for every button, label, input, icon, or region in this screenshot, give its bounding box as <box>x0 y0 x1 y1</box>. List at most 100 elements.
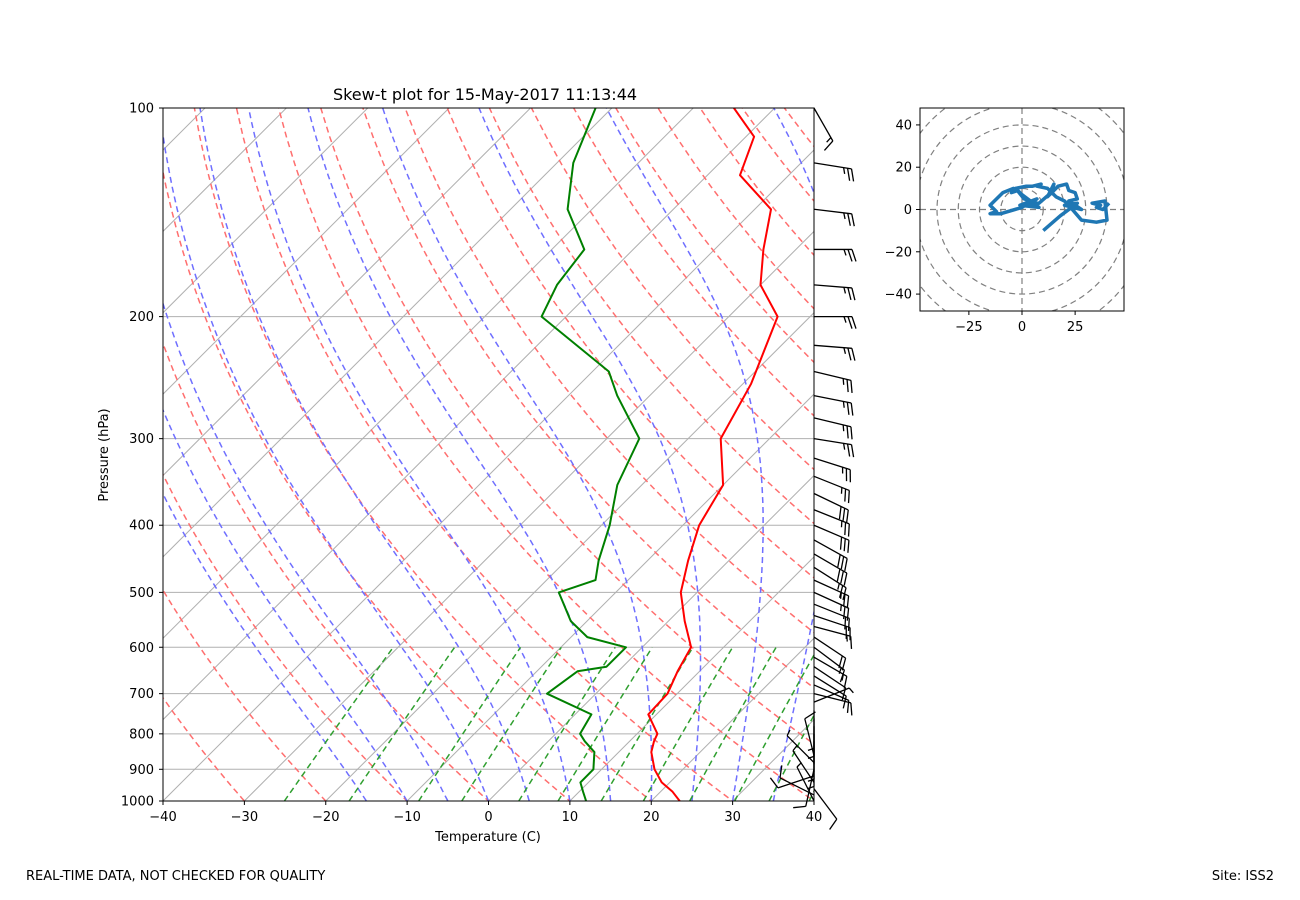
moist-adiabat <box>199 108 530 801</box>
wind-barb-flag <box>847 347 852 361</box>
wind-barb-flag <box>851 213 855 227</box>
wind-barb-flag <box>842 695 847 709</box>
moist-adiabat <box>813 798 814 801</box>
isotherm-line <box>163 108 776 721</box>
x-tick-label: 40 <box>806 810 823 825</box>
y-axis-label: Pressure (hPa) <box>97 408 112 501</box>
wind-barb-flag <box>844 522 847 536</box>
wind-barb-half-flag <box>786 729 791 736</box>
wind-barb-flag <box>851 249 857 262</box>
wind-barb-half-flag <box>837 583 840 590</box>
mixing-ratio-line <box>642 646 734 801</box>
wind-barb-half-flag <box>842 424 845 432</box>
dry-adiabat <box>699 108 814 257</box>
wind-barb-flag <box>846 425 849 439</box>
dry-adiabat <box>163 168 572 801</box>
wind-barb-flag <box>847 287 852 301</box>
wind-barb-flag <box>850 426 853 440</box>
mixing-ratio-line <box>808 789 814 801</box>
wind-barb-flag <box>838 585 844 598</box>
dry-adiabat <box>193 108 653 801</box>
wind-barb-half-flag <box>838 667 842 674</box>
wind-barb-flag <box>851 287 856 301</box>
dry-adiabat <box>572 108 814 417</box>
hodograph-x-tick-label: 0 <box>1018 320 1026 335</box>
wind-barb-shaft <box>813 553 848 574</box>
wind-barb-half-flag <box>807 747 815 751</box>
wind-barb-flag <box>842 508 846 521</box>
mixing-ratio-line <box>418 646 522 801</box>
wind-barb-flag <box>847 523 850 537</box>
mixing-ratio-line <box>348 646 456 801</box>
dry-adiabat <box>163 472 409 801</box>
wind-barb-shaft <box>813 208 852 215</box>
wind-barb-flag <box>840 570 845 584</box>
hodograph-y-tick-label: 20 <box>895 161 912 176</box>
dry-adiabat <box>277 108 814 801</box>
isotherm-line <box>650 637 814 801</box>
wind-barb-flag <box>842 594 846 607</box>
hodograph-trace <box>988 182 1111 232</box>
x-tick-label: 30 <box>724 810 741 825</box>
moist-adiabat <box>163 492 368 801</box>
hodograph-x-tick-label: 25 <box>1067 320 1084 335</box>
dewpoint-profile <box>540 108 641 801</box>
chart-title: Skew-t plot for 15-May-2017 11:13:44 <box>333 85 637 104</box>
x-tick-label: −40 <box>149 810 176 825</box>
hodograph-y-tick-label: 40 <box>895 118 912 133</box>
isotherm-line <box>163 108 532 477</box>
wind-barb-half-flag <box>843 347 847 354</box>
wind-barb-flag <box>841 687 847 701</box>
wind-barb-shaft <box>813 417 852 428</box>
wind-barb-shaft <box>813 539 848 560</box>
moist-adiabats <box>163 108 814 801</box>
wind-barb-flag <box>840 556 845 570</box>
y-tick-label: 800 <box>129 727 154 742</box>
quality-disclaimer: REAL-TIME DATA, NOT CHECKED FOR QUALITY <box>26 869 326 884</box>
wind-barb-flag <box>769 777 779 789</box>
skewt-gridlines <box>163 107 814 802</box>
wind-barb-flag <box>841 657 847 671</box>
wind-barb-flag <box>839 536 843 550</box>
wind-barb-half-flag <box>842 378 845 385</box>
wind-barb-half-flag <box>807 755 815 760</box>
mixing-ratio-line <box>689 646 777 801</box>
moist-adiabat <box>163 408 408 801</box>
wind-barb-flag <box>850 702 853 716</box>
isotherm-line <box>731 718 814 801</box>
wind-barb-shaft <box>813 394 852 404</box>
wind-barb-half-flag <box>843 212 846 220</box>
wind-barb-flag <box>793 805 806 809</box>
dry-adiabat <box>320 108 814 746</box>
wind-barb-shaft <box>813 162 852 170</box>
dry-adiabat <box>235 108 734 801</box>
hodograph-y-tick-label: 0 <box>904 203 912 218</box>
wind-barb-shaft <box>813 475 850 492</box>
dry-adiabat <box>741 108 814 203</box>
moist-adiabat <box>478 108 702 801</box>
skewt-series <box>540 108 779 801</box>
moist-adiabat <box>307 108 612 801</box>
wind-barb-half-flag <box>843 316 847 323</box>
isotherm-line <box>569 556 814 801</box>
y-tick-label: 400 <box>129 519 154 534</box>
isotherm-line <box>406 393 814 801</box>
isotherm-line <box>243 230 814 801</box>
dry-adiabat <box>844 76 1300 815</box>
isotherm-line <box>487 474 814 801</box>
dry-adiabat <box>488 108 814 525</box>
wind-barb-half-flag <box>843 249 847 256</box>
wind-barb-flag <box>847 540 850 553</box>
dry-adiabat <box>163 696 246 801</box>
wind-barb-shaft <box>813 370 852 381</box>
isotherm-line <box>881 41 1300 816</box>
wind-barb-flag <box>836 568 841 582</box>
hodograph-y-ticks: −40 −20 0 20 40 <box>885 118 920 303</box>
x-tick-label: 20 <box>643 810 660 825</box>
wind-barb-flag <box>829 818 838 830</box>
wind-barbs <box>769 107 857 830</box>
wind-barb-shaft <box>813 579 849 597</box>
mixing-ratio-line <box>557 646 653 801</box>
wind-barb-flag <box>837 554 841 568</box>
wind-barb-shaft <box>777 775 815 789</box>
